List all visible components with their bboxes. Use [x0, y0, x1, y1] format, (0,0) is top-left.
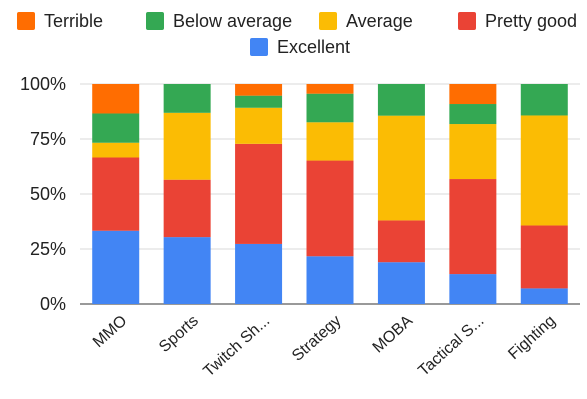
bar-segment-moba-excellent — [377, 262, 425, 304]
bar-segment-tactical-s-pretty-good — [449, 179, 497, 275]
bar-segment-mmo-terrible — [92, 84, 140, 114]
bar-stack-moba — [377, 84, 425, 304]
bar-segment-tactical-s-terrible — [449, 84, 497, 105]
bar-segment-mmo-below-average — [92, 113, 140, 143]
bar-segment-twitch-sh-pretty-good — [235, 143, 283, 244]
bar-stack-strategy — [306, 84, 354, 304]
y-tick-label-100: 100% — [20, 74, 66, 94]
legend-swatch-below-average — [146, 12, 164, 30]
bar-segment-tactical-s-average — [449, 124, 497, 180]
bar-stack-fighting — [520, 84, 568, 304]
y-tick-label-50: 50% — [30, 184, 66, 204]
y-tick-label-25: 25% — [30, 239, 66, 259]
bar-segment-sports-below-average — [163, 84, 211, 113]
y-axis-ticks: 0% 25% 50% 75% 100% — [20, 74, 66, 314]
bar-segment-mmo-average — [92, 142, 140, 158]
bar-segment-tactical-s-excellent — [449, 274, 497, 304]
bar-segment-strategy-average — [306, 122, 354, 161]
x-tick-label-fighting: Fighting — [505, 312, 559, 363]
bar-segment-fighting-pretty-good — [520, 225, 568, 289]
bar-segment-fighting-average — [520, 115, 568, 226]
legend-label-excellent: Excellent — [277, 37, 350, 57]
legend: Terrible Below average Average Pretty good E… — [17, 11, 577, 57]
x-tick-label-sports: Sports — [156, 312, 202, 356]
legend-swatch-terrible — [17, 12, 35, 30]
bar-segment-moba-below-average — [377, 84, 425, 116]
legend-label-below-average: Below average — [173, 11, 292, 31]
legend-item-terrible[interactable]: Terrible — [17, 11, 103, 31]
bar-segment-mmo-excellent — [92, 230, 140, 304]
bar-stack-mmo — [92, 84, 140, 304]
bar-segment-twitch-sh-excellent — [235, 243, 283, 304]
x-tick-label-twitch-sh: Twitch Sh... — [200, 312, 273, 380]
bar-segment-twitch-sh-average — [235, 107, 283, 144]
bar-segment-twitch-sh-terrible — [235, 84, 283, 96]
bar-segment-strategy-below-average — [306, 93, 354, 123]
bar-segment-tactical-s-below-average — [449, 104, 497, 125]
bar-segment-strategy-pretty-good — [306, 160, 354, 257]
bar-segment-sports-excellent — [163, 237, 211, 304]
bar-segment-mmo-pretty-good — [92, 157, 140, 231]
legend-item-pretty-good[interactable]: Pretty good — [458, 11, 577, 31]
x-tick-label-strategy: Strategy — [289, 312, 345, 365]
x-tick-label-moba: MOBA — [370, 312, 417, 356]
bar-stack-sports — [163, 84, 211, 304]
y-tick-label-75: 75% — [30, 129, 66, 149]
bar-segment-twitch-sh-below-average — [235, 95, 283, 108]
legend-label-average: Average — [346, 11, 413, 31]
legend-swatch-average — [319, 12, 337, 30]
y-tick-label-0: 0% — [40, 294, 66, 314]
bar-stack-twitch-sh — [235, 84, 283, 304]
legend-item-average[interactable]: Average — [319, 11, 413, 31]
legend-label-pretty-good: Pretty good — [485, 11, 577, 31]
bar-segment-moba-pretty-good — [377, 220, 425, 263]
legend-label-terrible: Terrible — [44, 11, 103, 31]
bar-segment-sports-pretty-good — [163, 179, 211, 238]
legend-item-below-average[interactable]: Below average — [146, 11, 292, 31]
bar-stack-tactical-s — [449, 84, 497, 304]
bar-segment-fighting-excellent — [520, 288, 568, 304]
bar-segment-strategy-terrible — [306, 84, 354, 94]
legend-swatch-pretty-good — [458, 12, 476, 30]
bar-segment-strategy-excellent — [306, 256, 354, 304]
legend-item-excellent[interactable]: Excellent — [250, 37, 350, 57]
bar-segment-sports-average — [163, 112, 211, 180]
x-tick-label-mmo: MMO — [90, 312, 130, 351]
x-tick-label-tactical-s: Tactical S... — [415, 312, 487, 379]
bar-segment-moba-average — [377, 115, 425, 221]
bars — [92, 84, 568, 304]
legend-swatch-excellent — [250, 38, 268, 56]
bar-segment-fighting-below-average — [520, 84, 568, 116]
